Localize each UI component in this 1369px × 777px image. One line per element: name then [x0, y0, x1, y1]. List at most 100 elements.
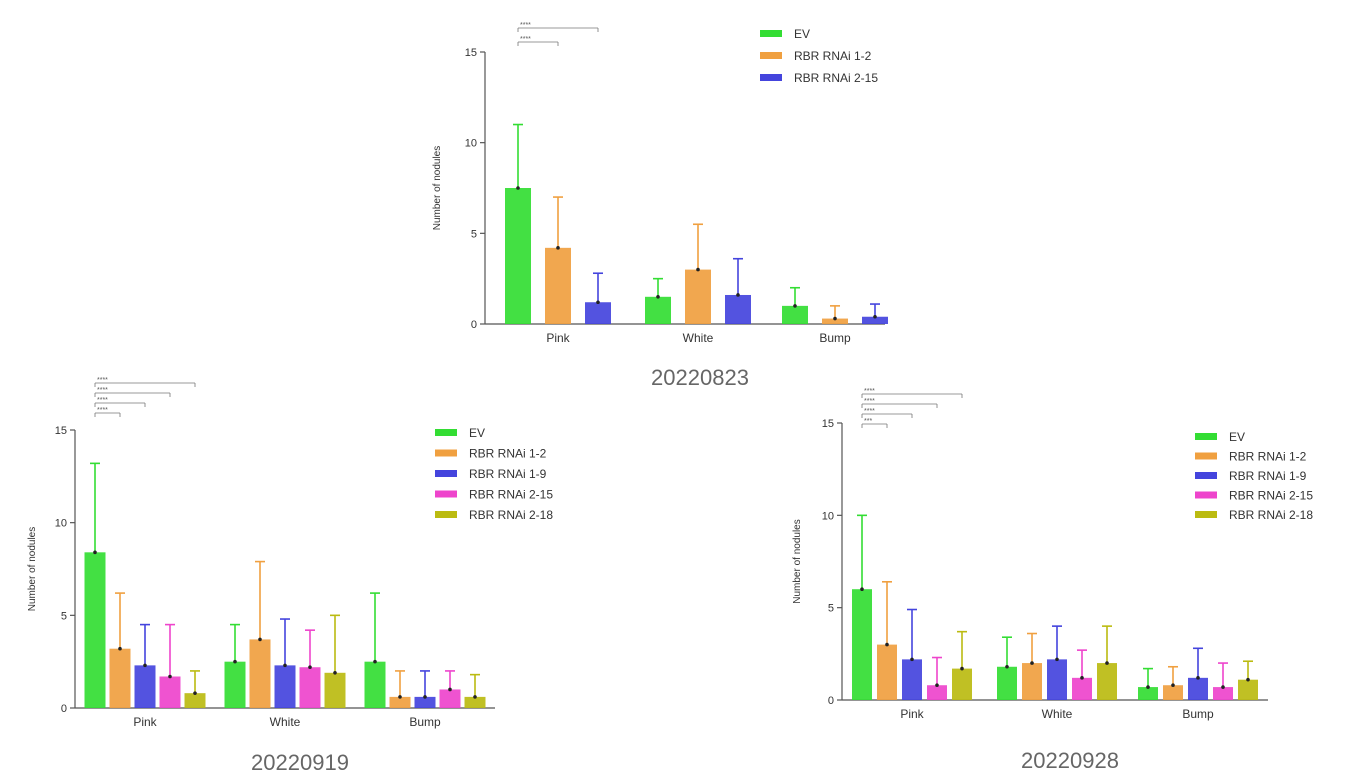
bar	[782, 305, 808, 324]
legend-label: RBR RNAi 1-9	[469, 467, 547, 481]
data-point	[1005, 664, 1009, 669]
data-point	[1030, 661, 1034, 665]
significance-label: ****	[864, 398, 875, 405]
bar	[852, 589, 872, 700]
bar	[725, 294, 751, 324]
bar	[997, 666, 1017, 700]
data-point	[308, 665, 312, 670]
data-point	[1221, 685, 1225, 689]
data-point	[596, 300, 600, 305]
data-point	[885, 642, 889, 647]
data-point	[1146, 685, 1150, 689]
bar	[1022, 663, 1042, 700]
x-tick-label: Bump	[409, 715, 441, 729]
significance-label: ****	[97, 407, 108, 414]
data-point	[1080, 676, 1084, 680]
bar	[324, 672, 346, 708]
legend-swatch	[435, 449, 457, 457]
data-point	[168, 674, 172, 679]
significance-label: ****	[520, 36, 531, 43]
legend-swatch	[1195, 452, 1217, 460]
legend-label: RBR RNAi 2-15	[1229, 489, 1313, 503]
x-tick-label: Pink	[900, 707, 924, 721]
bar	[439, 689, 461, 708]
y-tick-label: 0	[471, 319, 477, 331]
y-tick-label: 15	[822, 418, 834, 430]
y-axis-label: Number of nodules	[27, 527, 38, 612]
bar	[1163, 685, 1183, 700]
legend-label: EV	[794, 27, 810, 41]
legend-label: RBR RNAi 2-15	[794, 71, 878, 85]
data-point	[193, 691, 197, 695]
bar	[224, 661, 246, 708]
chart-title: 20220919	[251, 750, 349, 775]
legend-label: RBR RNAi 2-18	[1229, 508, 1313, 522]
data-point	[833, 316, 837, 321]
chart-title: 20220928	[1021, 748, 1119, 773]
bar	[184, 693, 206, 708]
legend-label: RBR RNAi 2-18	[469, 508, 553, 522]
bar	[364, 661, 386, 708]
bar	[84, 552, 106, 708]
data-point	[1246, 677, 1250, 682]
y-tick-label: 5	[828, 603, 834, 615]
significance-label: ****	[864, 388, 875, 395]
bar	[822, 318, 848, 324]
bar	[585, 302, 611, 324]
legend-swatch	[435, 490, 457, 498]
bar	[1213, 687, 1233, 700]
y-tick-label: 5	[471, 228, 477, 240]
bar	[249, 639, 271, 708]
x-tick-label: White	[683, 331, 714, 345]
data-point	[935, 683, 939, 688]
bar	[877, 644, 897, 700]
y-tick-label: 10	[465, 138, 477, 150]
bar	[505, 188, 531, 324]
data-point	[1055, 657, 1059, 662]
bar	[902, 659, 922, 700]
data-point	[373, 659, 377, 664]
bar	[299, 667, 321, 708]
legend-swatch	[760, 30, 782, 37]
legend-swatch	[1195, 433, 1217, 440]
bar	[1138, 687, 1158, 700]
bar	[464, 696, 486, 708]
significance-label: ****	[97, 377, 108, 384]
data-point	[960, 666, 964, 671]
y-tick-label: 10	[55, 518, 67, 530]
legend-swatch	[760, 74, 782, 81]
data-point	[1105, 661, 1109, 665]
data-point	[448, 687, 452, 692]
bar	[1188, 677, 1208, 700]
data-point	[910, 657, 914, 662]
legend-swatch	[1195, 491, 1217, 499]
x-tick-label: Pink	[133, 715, 157, 729]
legend-swatch	[435, 470, 457, 477]
significance-label: ****	[97, 387, 108, 394]
legend-label: RBR RNAi 1-2	[469, 447, 547, 461]
y-axis-label: Number of nodules	[792, 519, 803, 604]
data-point	[93, 550, 97, 555]
legend-swatch	[1195, 472, 1217, 479]
legend-label: RBR RNAi 2-15	[469, 488, 553, 502]
chart-title: 20220823	[651, 365, 749, 390]
bar	[1047, 659, 1067, 700]
bar	[414, 696, 436, 708]
x-tick-label: Bump	[819, 331, 851, 345]
data-point	[1171, 683, 1175, 688]
data-point	[233, 659, 237, 664]
legend-swatch	[435, 429, 457, 436]
legend-label: RBR RNAi 1-2	[794, 49, 872, 63]
data-point	[556, 246, 560, 250]
significance-label: ****	[97, 397, 108, 404]
y-axis-label: Number of nodules	[432, 146, 443, 231]
bar	[1072, 677, 1092, 700]
bar	[274, 665, 296, 708]
bar	[109, 648, 131, 708]
data-point	[696, 267, 700, 272]
data-point	[793, 304, 797, 308]
bar	[159, 676, 181, 708]
data-point	[860, 587, 864, 591]
